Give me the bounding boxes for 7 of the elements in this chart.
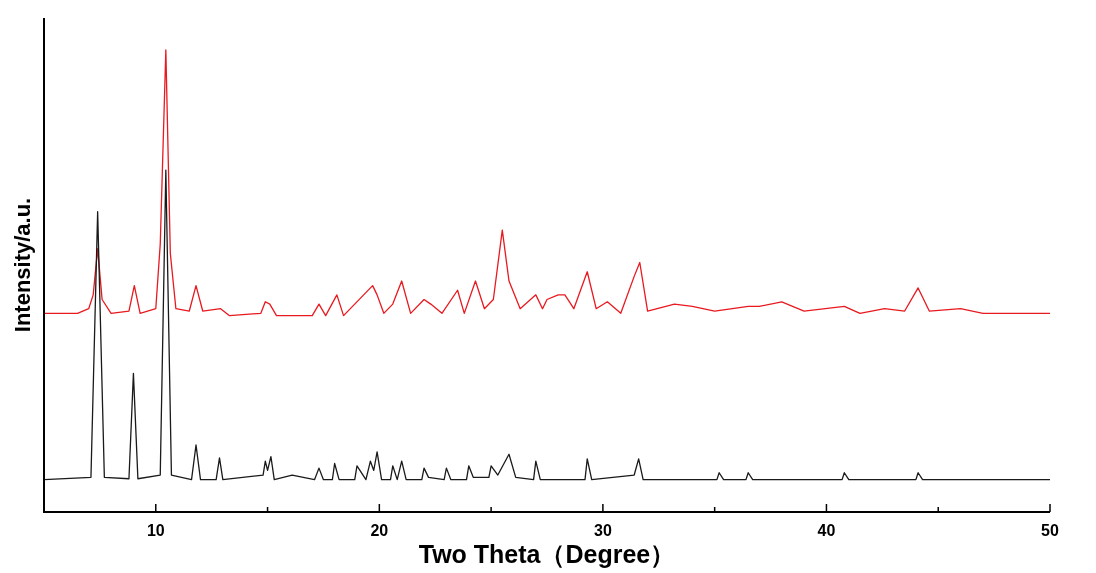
y-axis-title: Intensity/a.u. bbox=[10, 197, 35, 333]
x-tick-label: 20 bbox=[370, 522, 389, 539]
x-tick-label: 50 bbox=[1041, 522, 1059, 539]
x-tick-label: 10 bbox=[146, 522, 165, 539]
x-axis-title: Two Theta（Degree） bbox=[418, 540, 676, 568]
x-tick-label: 30 bbox=[593, 522, 612, 539]
x-tick-label: 40 bbox=[817, 522, 836, 539]
